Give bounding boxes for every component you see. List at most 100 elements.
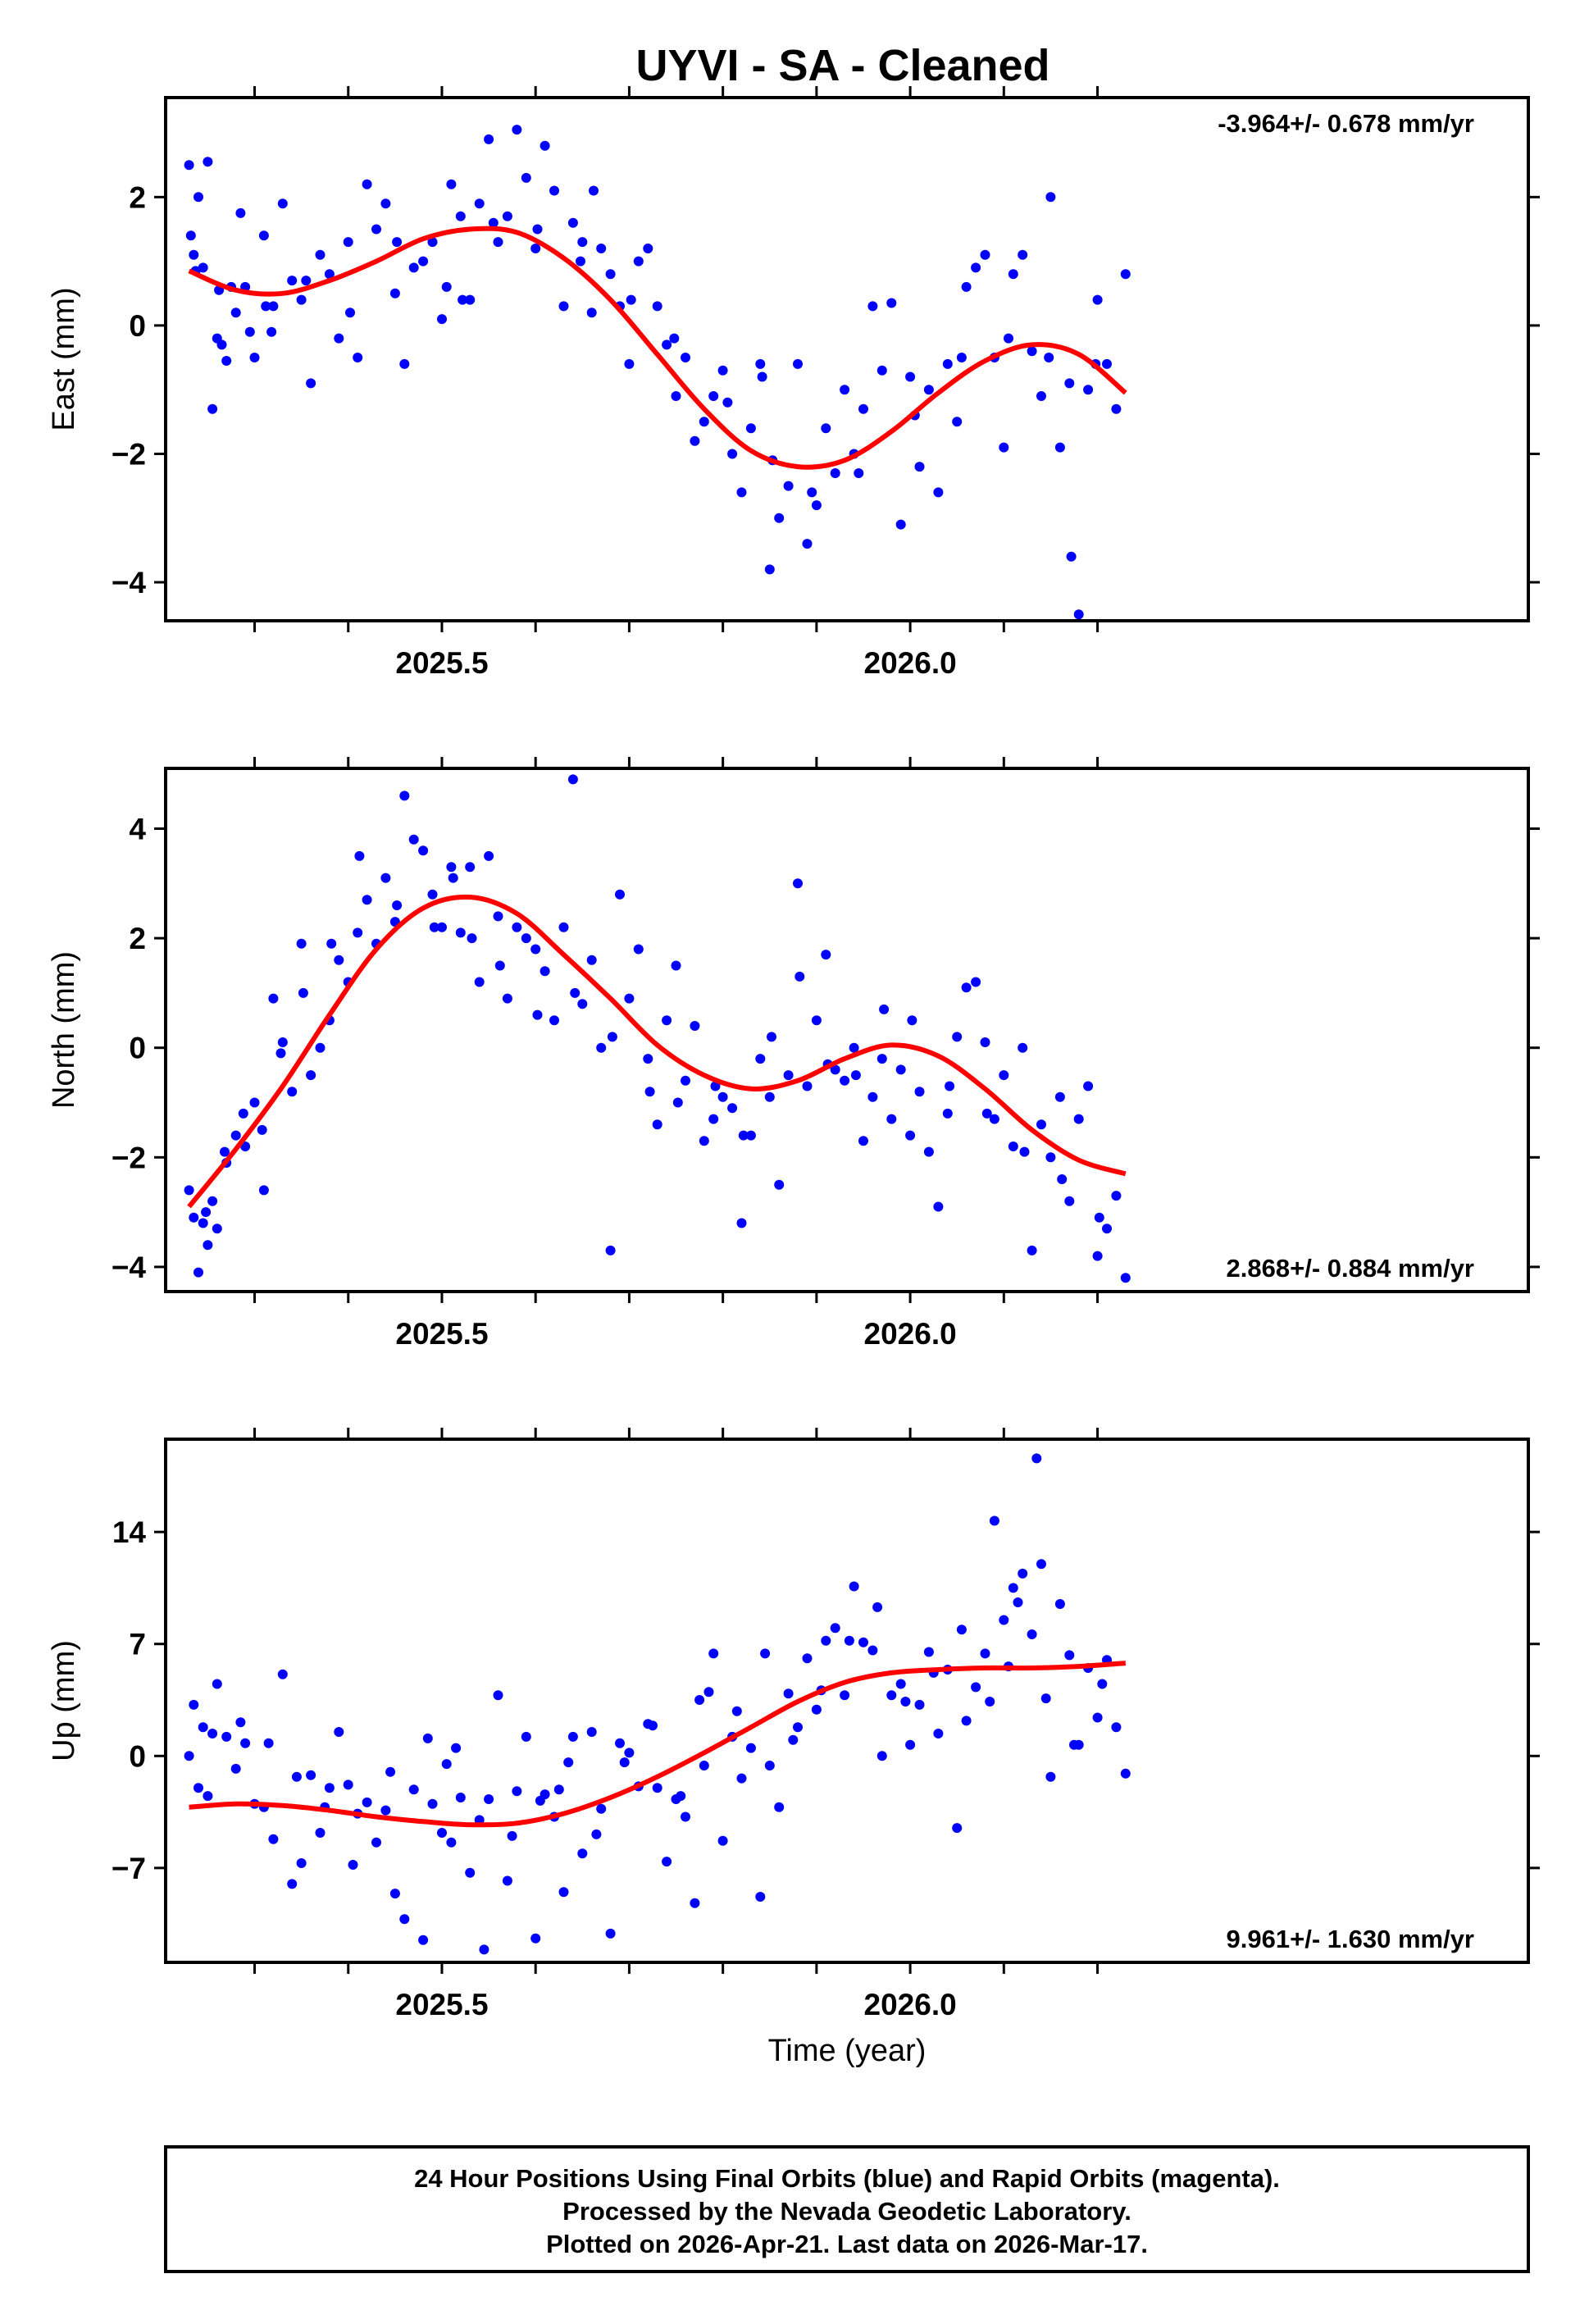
up-data-point [956, 1625, 967, 1635]
up-data-point [648, 1720, 658, 1731]
north-data-point [850, 1070, 861, 1081]
east-data-point [821, 423, 831, 434]
east-data-point [353, 353, 363, 362]
east-data-point [783, 481, 794, 491]
north-data-point [830, 1064, 840, 1075]
east-data-point [999, 442, 1009, 453]
up-data-point [1031, 1453, 1042, 1464]
up-data-point [745, 1743, 756, 1753]
east-data-point [418, 256, 429, 267]
north-data-point [220, 1146, 230, 1157]
north-ytick-label-3: 2 [129, 922, 146, 955]
east-data-point [895, 519, 906, 530]
up-data-point [900, 1697, 911, 1707]
east-data-point [671, 391, 681, 401]
north-data-point [643, 1054, 653, 1064]
up-data-point [334, 1727, 344, 1737]
east-data-point [334, 333, 344, 344]
east-data-point [905, 371, 916, 382]
north-data-point [1027, 1245, 1037, 1255]
north-data-point [298, 987, 308, 998]
east-data-point [662, 339, 672, 350]
north-data-point [230, 1130, 241, 1141]
north-data-point [672, 1097, 683, 1108]
up-data-point [914, 1699, 925, 1710]
north-data-point [465, 862, 476, 873]
up-data-point [980, 1648, 990, 1659]
east-data-point [669, 333, 680, 344]
up-data-point [1045, 1771, 1056, 1782]
east-data-point [802, 539, 813, 549]
up-ytick-label-3: 14 [112, 1515, 147, 1549]
east-data-point [690, 435, 700, 446]
east-data-point [626, 294, 636, 305]
north-y-axis-label: North (mm) [47, 951, 81, 1109]
up-data-point [1097, 1679, 1108, 1689]
east-data-point [886, 298, 897, 308]
east-xtick-label-1: 2026.0 [864, 646, 957, 680]
north-data-point [794, 971, 805, 982]
east-data-point [1111, 403, 1122, 414]
up-data-point [985, 1697, 995, 1707]
up-data-point [1111, 1722, 1122, 1733]
up-data-point [240, 1738, 251, 1748]
panel-north: −4 −2 0 2 4 2025.5 2026.0 North (mm) 2.8… [47, 757, 1540, 1351]
north-data-point [1083, 1081, 1094, 1091]
up-rate-label: 9.961+/- 1.630 mm/yr [1227, 1925, 1474, 1953]
north-data-point [418, 845, 429, 856]
east-data-point [194, 192, 203, 203]
up-data-point [699, 1761, 709, 1770]
up-data-point [535, 1795, 545, 1806]
east-data-point [277, 198, 288, 209]
up-data-point [886, 1690, 897, 1701]
east-data-point [1027, 346, 1037, 357]
east-data-point [502, 211, 512, 221]
north-data-point [607, 1032, 617, 1042]
north-data-point [738, 1130, 749, 1141]
east-ticks [154, 86, 1540, 632]
east-data-point [296, 294, 307, 305]
north-points [184, 774, 1131, 1283]
north-data-point [315, 1042, 326, 1053]
east-data-point [530, 244, 541, 253]
up-data-point [821, 1635, 831, 1646]
north-ytick-label-2: 0 [129, 1032, 146, 1065]
east-data-point [371, 224, 381, 235]
up-data-point [793, 1722, 803, 1733]
up-data-point [512, 1786, 522, 1797]
up-data-point [343, 1779, 353, 1790]
east-data-point [185, 230, 196, 241]
north-xtick-label-1: 2026.0 [864, 1317, 957, 1351]
east-data-point [493, 237, 503, 248]
north-data-point [530, 944, 541, 955]
east-data-point [488, 217, 499, 228]
up-data-point [203, 1791, 213, 1802]
north-data-point [755, 1054, 766, 1064]
north-data-point [207, 1196, 218, 1206]
east-data-point [1018, 249, 1028, 260]
north-data-point [296, 938, 307, 949]
up-data-point [268, 1834, 279, 1844]
up-data-point [287, 1879, 298, 1889]
up-xtick-label-1: 2026.0 [864, 1988, 957, 2021]
up-data-point [681, 1811, 690, 1822]
up-xtick-label-0: 2025.5 [395, 1988, 488, 2021]
up-data-point [952, 1823, 963, 1834]
panel-up: −7 0 7 14 2025.5 2026.0 Up (mm) 9.961+/-… [47, 1428, 1540, 2021]
up-data-point [858, 1637, 868, 1647]
north-data-point [793, 878, 803, 889]
north-data-point [275, 1048, 286, 1059]
up-data-point [315, 1828, 326, 1838]
north-data-point [681, 1075, 690, 1086]
east-data-point [952, 417, 963, 427]
north-data-point [764, 1091, 775, 1102]
up-data-point [788, 1734, 799, 1745]
x-axis-label: Time (year) [768, 2034, 927, 2068]
east-data-point [230, 308, 241, 318]
north-data-point [1019, 1146, 1030, 1157]
east-data-point [1073, 609, 1084, 620]
north-data-point [392, 900, 403, 910]
east-data-point [408, 262, 419, 273]
east-data-point [268, 301, 279, 312]
up-data-point [306, 1770, 316, 1780]
